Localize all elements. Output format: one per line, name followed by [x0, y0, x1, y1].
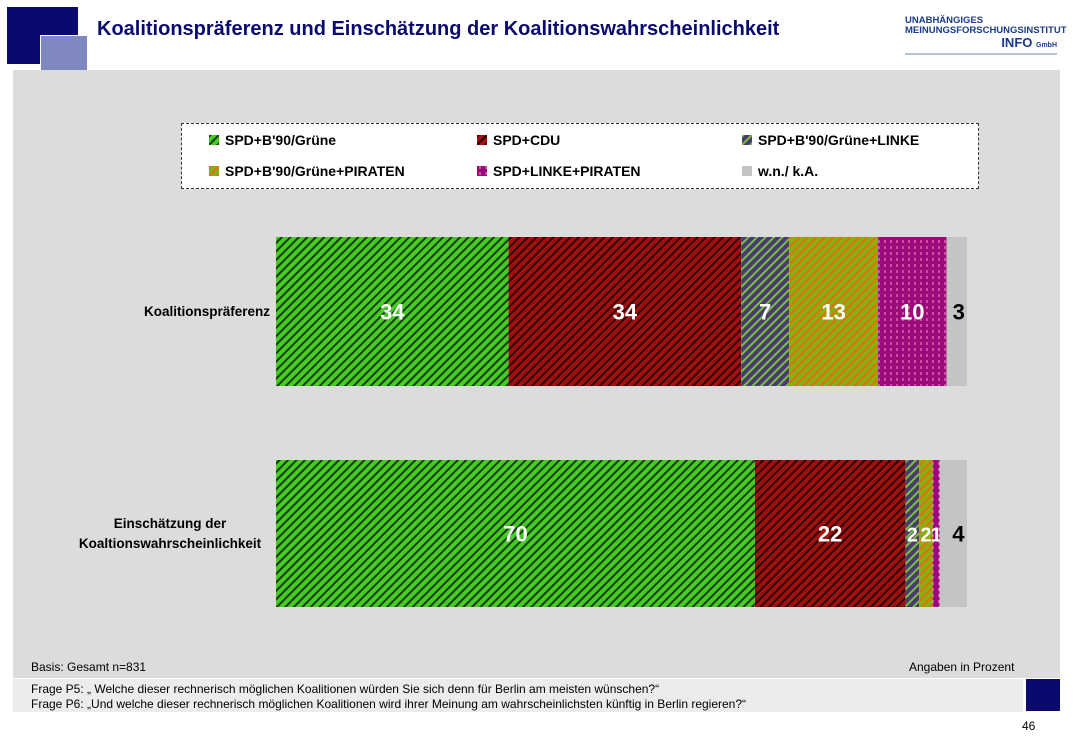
- data-label: 34: [380, 300, 405, 325]
- legend-label: SPD+B'90/Grüne+PIRATEN: [225, 163, 405, 179]
- bar-segment: [939, 460, 967, 607]
- category-label: Koalitionspräferenz: [143, 304, 270, 319]
- legend-swatch: [742, 135, 752, 145]
- logo: UNABHÄNGIGES MEINUNGSFORSCHUNGSINSTITUT …: [905, 16, 1067, 55]
- basis-note: Basis: Gesamt n=831: [31, 660, 147, 674]
- data-label: 2: [907, 525, 918, 547]
- legend-label: w.n./ k.A.: [758, 163, 819, 179]
- data-label: 1: [931, 525, 942, 547]
- bar-segment: [508, 237, 742, 386]
- legend-swatch: [477, 166, 487, 176]
- legend-label: SPD+B'90/Grüne+LINKE: [758, 132, 920, 148]
- legend-item: SPD+CDU: [477, 132, 560, 148]
- legend-swatch: [477, 135, 487, 145]
- legend-label: SPD+CDU: [493, 132, 561, 148]
- data-label: 10: [900, 300, 924, 325]
- bar-segment: [789, 237, 879, 386]
- decor-square: [1026, 679, 1060, 711]
- legend-item: SPD+LINKE+PIRATEN: [477, 163, 641, 179]
- data-label: 34: [613, 300, 638, 325]
- data-label: 7: [759, 300, 771, 325]
- footer-strip: [13, 679, 1023, 712]
- question-p6: Frage P6: „Und welche dieser rechnerisch…: [31, 697, 747, 711]
- unit-note: Angaben in Prozent: [909, 660, 1015, 674]
- legend-swatch: [209, 135, 219, 145]
- bar-segment: [905, 460, 920, 607]
- page-number: 46: [1022, 719, 1036, 733]
- legend-item: SPD+B'90/Grüne: [209, 132, 336, 148]
- data-label: 22: [818, 522, 842, 547]
- legend-label: SPD+LINKE+PIRATEN: [493, 163, 641, 179]
- legend-item: SPD+B'90/Grüne+LINKE: [742, 132, 919, 148]
- category-label: Einschätzung der Koaltionswahrscheinlich…: [78, 516, 262, 551]
- bar-segment: [878, 237, 947, 386]
- data-label: 3: [953, 300, 965, 325]
- data-label: 4: [952, 522, 965, 547]
- legend: SPD+B'90/Grüne SPD+CDU SPD+B'90/Grüne+LINK…: [181, 123, 979, 189]
- bar-segment: [276, 237, 509, 386]
- data-label: 70: [503, 522, 527, 547]
- data-label: 2: [920, 525, 931, 547]
- bar-segment: [741, 237, 790, 386]
- bar-segment: [276, 460, 755, 607]
- bar-segment: [932, 460, 940, 607]
- legend-item: SPD+B'90/Grüne+PIRATEN: [209, 163, 405, 179]
- bar-segment: [754, 460, 906, 607]
- legend-item: w.n./ k.A.: [742, 163, 818, 179]
- legend-swatch: [209, 166, 219, 176]
- data-label: 13: [821, 300, 845, 325]
- bar-segment: [919, 460, 933, 607]
- legend-label: SPD+B'90/Grüne: [225, 132, 337, 148]
- question-p5: Frage P5: „ Welche dieser rechnerisch mö…: [31, 682, 660, 696]
- page-title: Koalitionspräferenz und Einschätzung der…: [97, 18, 780, 40]
- legend-swatch: [742, 166, 752, 176]
- bar-segment: [946, 237, 967, 386]
